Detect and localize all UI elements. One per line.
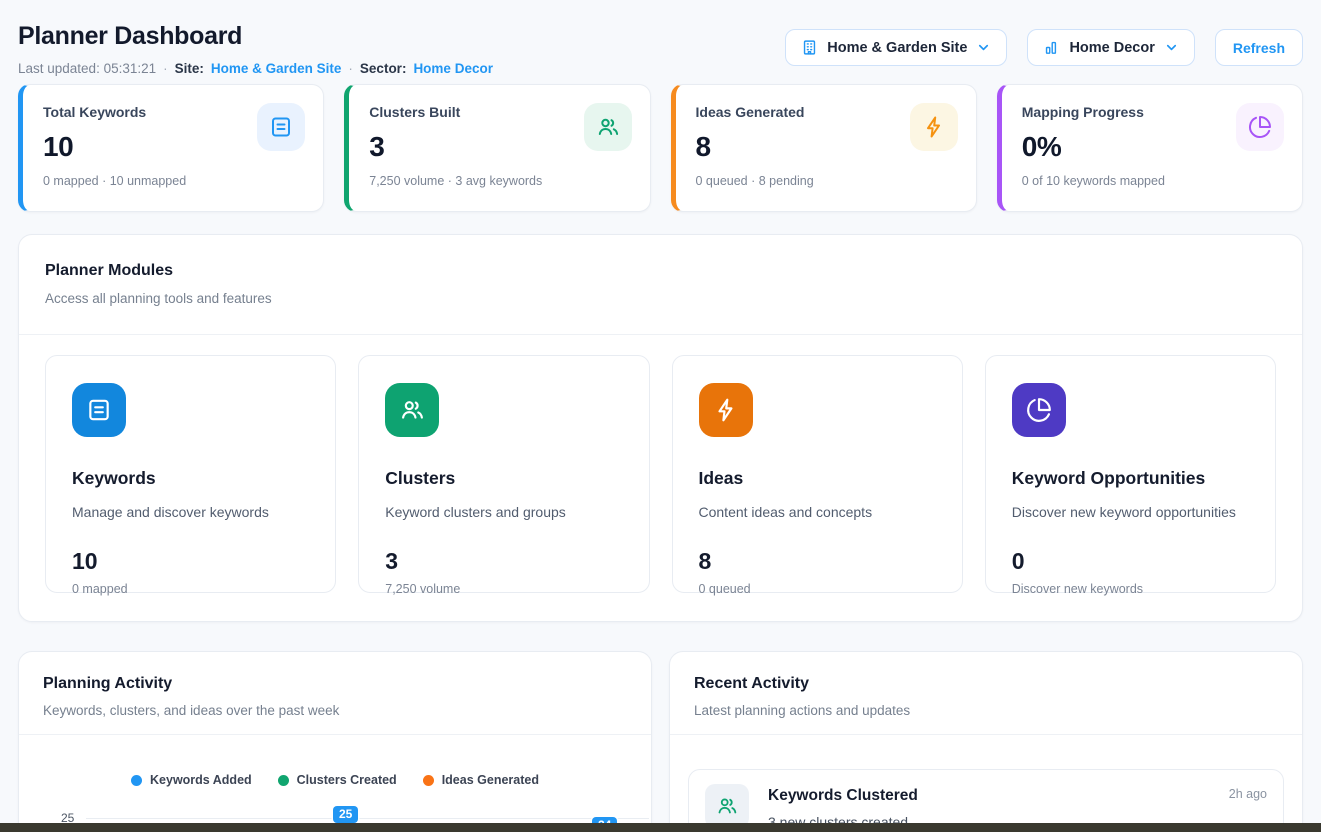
chevron-down-icon (976, 40, 991, 55)
sector-selector-dropdown[interactable]: Home Decor (1027, 29, 1195, 66)
modules-section-title: Planner Modules (45, 262, 174, 279)
module-value: 0 (1011, 548, 1025, 574)
module-card-keywords[interactable]: Keywords Manage and discover keywords 10… (45, 355, 337, 596)
stat-title: Clusters Built (369, 104, 461, 120)
activity-item-timestamp: 2h ago (1228, 787, 1267, 801)
chevron-down-icon (1164, 40, 1179, 55)
module-description: Content ideas and concepts (698, 504, 873, 520)
legend-label: Keywords Added (150, 773, 252, 787)
stat-title: Ideas Generated (695, 104, 805, 120)
module-subtext: 0 mapped (72, 582, 128, 596)
users-icon (705, 784, 749, 828)
stat-subtext: 0 queued · 8 pending (695, 174, 814, 188)
site-label: Site: (174, 61, 204, 76)
module-subtext: 7,250 volume (385, 582, 461, 596)
legend-item-ideas-generated: Ideas Generated (422, 773, 539, 787)
module-value: 10 (72, 548, 98, 574)
stat-title: Total Keywords (43, 104, 147, 120)
separator-dot: · (163, 61, 168, 76)
sector-selector-label: Home Decor (1069, 39, 1155, 56)
stat-card-ideas-generated: Ideas Generated 8 0 queued · 8 pending (670, 84, 977, 212)
planning-activity-panel: Planning Activity Keywords, clusters, an… (18, 651, 652, 832)
separator-dot: · (348, 61, 353, 76)
planning-activity-header: Planning Activity Keywords, clusters, an… (19, 652, 651, 735)
stat-card-clusters-built: Clusters Built 3 7,250 volume · 3 avg ke… (344, 84, 651, 212)
legend-item-keywords-added: Keywords Added (131, 773, 252, 787)
building-icon (801, 39, 818, 56)
legend-item-clusters-created: Clusters Created (277, 773, 397, 787)
stat-value: 10 (43, 131, 74, 162)
stat-value: 8 (695, 131, 712, 162)
chart-legend: Keywords Added Clusters Created Ideas Ge… (19, 773, 651, 787)
site-selector-dropdown[interactable]: Home & Garden Site (785, 29, 1008, 66)
legend-dot (131, 774, 143, 786)
gridline (86, 818, 649, 819)
legend-dot (422, 774, 434, 786)
site-link[interactable]: Home & Garden Site (210, 61, 342, 76)
lightning-icon (909, 103, 958, 151)
module-title: Keyword Opportunities (1011, 468, 1206, 488)
pie-chart-icon (1236, 103, 1284, 151)
header-left: Planner Dashboard Last updated: 05:31:21… (18, 22, 493, 76)
recent-activity-subtitle: Latest planning actions and updates (694, 703, 911, 718)
stat-value: 3 (369, 131, 385, 162)
stat-subtext: 7,250 volume · 3 avg keywords (369, 174, 543, 188)
recent-activity-panel: Recent Activity Latest planning actions … (669, 651, 1303, 832)
stat-title: Mapping Progress (1021, 104, 1144, 120)
bottom-row: Planning Activity Keywords, clusters, an… (18, 651, 1303, 832)
planning-activity-title: Planning Activity (43, 675, 173, 692)
legend-label: Clusters Created (296, 773, 397, 787)
activity-item-title: Keywords Clustered (768, 787, 918, 804)
stat-subtext: 0 of 10 keywords mapped (1021, 174, 1165, 188)
module-description: Manage and discover keywords (72, 504, 269, 520)
sector-link[interactable]: Home Decor (413, 61, 493, 76)
module-title: Keywords (72, 468, 156, 488)
planning-activity-subtitle: Keywords, clusters, and ideas over the p… (43, 703, 340, 718)
module-value: 3 (385, 548, 399, 574)
header-actions: Home & Garden Site Home Decor Refresh (785, 29, 1303, 66)
modules-grid: Keywords Manage and discover keywords 10… (19, 335, 1302, 621)
modules-section-subtitle: Access all planning tools and features (45, 291, 272, 306)
site-selector-label: Home & Garden Site (827, 39, 968, 56)
recent-activity-header: Recent Activity Latest planning actions … (670, 652, 1302, 735)
page-header: Planner Dashboard Last updated: 05:31:21… (0, 0, 1321, 76)
modules-section-header: Planner Modules Access all planning tool… (19, 235, 1302, 335)
pie-chart-icon (1011, 383, 1066, 437)
page-title: Planner Dashboard (18, 22, 243, 50)
module-subtext: 0 queued (698, 582, 751, 596)
stat-value: 0% (1021, 131, 1062, 162)
stat-card-total-keywords: Total Keywords 10 0 mapped · 10 unmapped (18, 84, 325, 212)
recent-activity-list: Keywords Clustered 3 new clusters create… (670, 735, 1302, 832)
document-icon (72, 383, 126, 437)
module-card-ideas[interactable]: Ideas Content ideas and concepts 8 0 que… (671, 355, 963, 596)
bar-chart-icon (1043, 39, 1060, 56)
module-title: Ideas (698, 468, 744, 488)
stat-subtext: 0 mapped · 10 unmapped (43, 174, 187, 188)
page-subtitle: Last updated: 05:31:21 · Site: Home & Ga… (18, 61, 493, 76)
users-icon (583, 103, 632, 151)
module-subtext: Discover new keywords (1011, 582, 1144, 596)
module-title: Clusters (385, 468, 456, 488)
legend-dot (277, 774, 289, 786)
recent-activity-title: Recent Activity (694, 675, 809, 692)
data-point-label-25: 25 (333, 806, 359, 823)
document-icon (257, 103, 306, 151)
module-value: 8 (698, 548, 712, 574)
planner-modules-section: Planner Modules Access all planning tool… (18, 234, 1303, 622)
lightning-icon (698, 383, 753, 437)
legend-label: Ideas Generated (441, 773, 539, 787)
viewport-bottom-bar (0, 823, 1321, 832)
sector-label: Sector: (359, 61, 407, 76)
users-icon (385, 383, 440, 437)
last-updated-text: Last updated: 05:31:21 (18, 61, 157, 76)
module-card-clusters[interactable]: Clusters Keyword clusters and groups 3 7… (358, 355, 650, 596)
module-description: Keyword clusters and groups (385, 504, 566, 520)
stats-row: Total Keywords 10 0 mapped · 10 unmapped… (0, 84, 1321, 212)
module-card-keyword-opportunities[interactable]: Keyword Opportunities Discover new keywo… (984, 355, 1276, 596)
y-axis-tick: 25 (61, 811, 75, 825)
refresh-button[interactable]: Refresh (1214, 29, 1303, 66)
module-description: Discover new keyword opportunities (1011, 504, 1236, 520)
stat-card-mapping-progress: Mapping Progress 0% 0 of 10 keywords map… (996, 84, 1303, 212)
